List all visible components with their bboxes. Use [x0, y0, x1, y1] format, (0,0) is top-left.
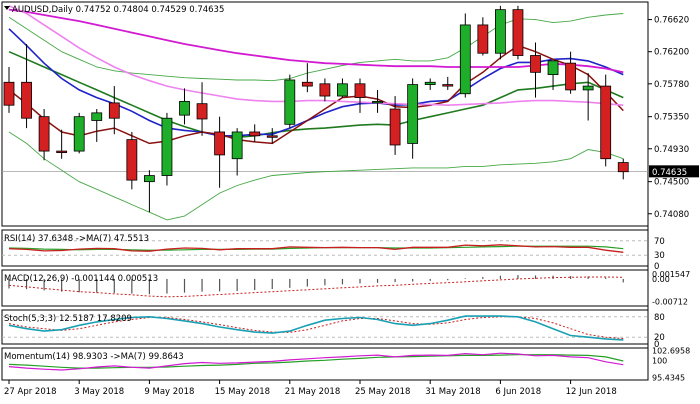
price-tick-label: 0.74930: [654, 145, 689, 155]
candle-bear: [389, 108, 401, 146]
candle-bear: [477, 24, 489, 54]
candle-bear: [301, 81, 313, 87]
rsi-tick-label: 70: [654, 237, 665, 247]
macd-tick-label: -0.00712: [652, 298, 688, 307]
price-overlay-bb_mid: [8, 50, 624, 139]
stoch-tick-label: 80: [654, 313, 665, 323]
candle-bull: [337, 83, 348, 97]
candle-bear: [565, 62, 576, 91]
price-header-label: AUDUSD,Daily 0.74752 0.74804 0.74529 0.7…: [12, 5, 224, 15]
candle-bull: [143, 175, 155, 183]
rsi-tick-label: 30: [654, 251, 665, 261]
price-overlay-ma_slow_pink: [8, 5, 624, 107]
candle-bear: [442, 84, 454, 87]
candle-bear: [249, 131, 261, 137]
candle-bull: [161, 117, 173, 176]
candle-bull: [284, 79, 296, 125]
last-price-label: 0.74635: [652, 168, 687, 178]
macd-label: MACD(12,26,9) -0.001144 0.000513: [4, 274, 158, 284]
candle-bear: [126, 139, 138, 181]
price-tick-label: 0.74500: [654, 178, 689, 188]
rsi-line: [8, 244, 624, 253]
candle-bear: [214, 131, 226, 156]
last-price-tag: [649, 165, 699, 178]
candle-bear: [319, 83, 331, 97]
candle-bear: [56, 150, 68, 154]
candle-bear: [108, 102, 120, 119]
candle-bull: [372, 100, 383, 104]
candle-bull: [547, 60, 559, 76]
candle-bull: [231, 131, 243, 160]
stoch-tick-label: 0: [654, 340, 659, 350]
rsi-label: RSI(14) 37.6348 ->MA(7) 47.5513: [4, 234, 149, 244]
momentum-tick-label: 102.6958: [652, 347, 690, 356]
macd-tick-label: 0.00: [652, 275, 670, 284]
price-tick-label: 0.75350: [654, 113, 689, 123]
stoch-label: Stoch(5,3,3) 12.5187 17.8209: [4, 314, 132, 324]
candle-bear: [266, 135, 278, 138]
candle-bull: [424, 81, 436, 85]
candle-bear: [3, 81, 15, 106]
momentum-line: [8, 352, 624, 371]
price-overlay-ma_slow_magenta: [8, 8, 624, 74]
x-tick-label: 3 May 2018: [74, 387, 124, 397]
x-tick-label: 25 May 2018: [355, 387, 410, 397]
candle-bull: [459, 24, 471, 95]
macd-signal-line: [8, 276, 624, 298]
x-tick-label: 6 Jun 2018: [495, 387, 541, 397]
candle-bull: [179, 100, 190, 116]
price-tick-label: 0.76620: [654, 16, 689, 26]
candle-bull: [407, 84, 419, 144]
x-tick-label: 15 May 2018: [215, 387, 270, 397]
momentum-tick-label: 95.4345: [652, 374, 685, 383]
macd-tick-label: 0.001547: [652, 270, 690, 279]
candle-bull: [91, 112, 103, 121]
collapse-arrow-icon: [4, 6, 10, 10]
candle-bear: [196, 103, 208, 120]
price-overlay-bb_lower: [8, 131, 624, 221]
candle-bear: [600, 85, 612, 160]
x-tick-label: 21 May 2018: [285, 387, 340, 397]
price-tick-label: 0.76200: [654, 48, 689, 58]
x-tick-label: 9 May 2018: [144, 387, 194, 397]
price-tick-label: 0.74080: [654, 210, 689, 220]
momentum-label: Momentum(14) 98.9303 ->MA(7) 99.8643: [4, 352, 184, 362]
x-tick-label: 12 Jun 2018: [566, 387, 617, 397]
stoch-tick-label: 20: [654, 333, 665, 343]
x-tick-label: 27 Apr 2018: [4, 387, 57, 397]
candle-bull: [494, 9, 506, 54]
candle-bear: [512, 9, 524, 56]
price-tick-label: 0.75780: [654, 80, 689, 90]
x-tick-label: 31 May 2018: [425, 387, 480, 397]
candle-bear: [530, 55, 541, 73]
candle-bear: [38, 116, 50, 152]
candle-bull: [582, 85, 594, 91]
candle-bull: [73, 116, 85, 152]
stoch-k-line: [8, 315, 624, 341]
rsi-tick-label: 0: [654, 262, 659, 272]
momentum-tick-label: 100: [652, 357, 667, 366]
candle-bear: [617, 162, 629, 173]
candle-bear: [21, 81, 32, 119]
candle-bear: [354, 83, 366, 98]
